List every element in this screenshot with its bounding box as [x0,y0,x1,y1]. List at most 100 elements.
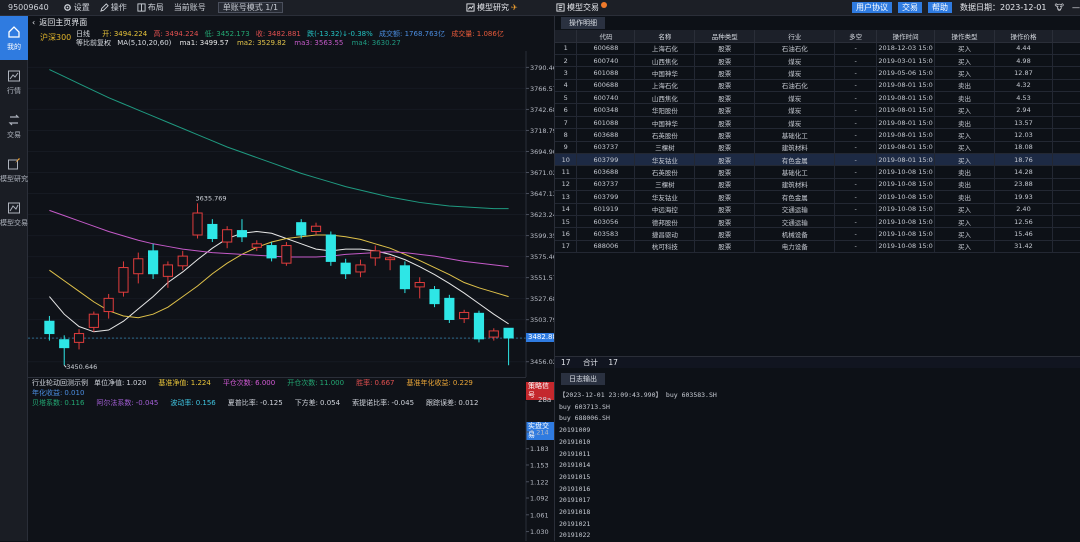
candle[interactable] [44,315,55,341]
home-icon [8,25,20,38]
candle[interactable] [207,219,218,243]
column-header[interactable]: 操作价格 [994,30,1053,43]
table-cell: 13 [555,190,578,204]
column-header[interactable]: 操作类型 [934,30,996,43]
mode-select[interactable]: 单账号模式 1/1 [217,2,284,13]
minimize-icon[interactable]: — [1071,3,1080,12]
layout-menu[interactable]: 布局 [137,2,164,13]
settings-menu[interactable]: 设置 [63,2,90,13]
candle[interactable] [399,261,410,294]
operate-menu[interactable]: 操作 [99,2,127,13]
tab-operation-detail[interactable]: 操作明细 [561,17,605,29]
sidebar-item-model-research[interactable]: 模型研究 [0,148,28,192]
candle[interactable] [281,242,292,266]
table-cell: 4.53 [994,91,1053,105]
candle[interactable] [266,242,277,262]
axis-label: 3575.465 [530,253,554,261]
candle[interactable] [310,222,322,235]
table-row[interactable]: 10 603799 华友钴业 股票 有色金属 -2019-08-01 15:0 买入 18.7… [555,153,1080,167]
ma3-value: ma3: 3563.55 [294,39,344,47]
trade-button[interactable]: 交易 [898,2,922,13]
candlestick-chart[interactable]: 3790.465 3766.576 3742.687 3718.798 3694.909… [28,51,554,377]
candle[interactable] [133,252,144,284]
candle[interactable] [473,310,485,343]
table-cell: 买入 [934,66,996,80]
tab-model-research[interactable]: 模型研究 ✈ [466,2,518,13]
candle[interactable] [459,309,470,323]
table-cell: 2019-08-01 15:0 [876,141,936,155]
back-to-home[interactable]: ‹ 返回主页界面 [28,16,554,29]
candle[interactable] [88,311,99,332]
table-cell: 捷昌驱动 [634,227,696,241]
candle[interactable] [444,294,455,323]
table-cell: 12.03 [994,128,1053,142]
mascot-icon[interactable]: 🐮 [1054,3,1064,12]
table-cell: 卖出 [934,116,996,130]
column-header[interactable]: 操作时间 [876,30,936,43]
stat-value: -0.045 [391,399,415,407]
axis-label: 3623.243 [530,211,554,219]
strategy-signal-tag[interactable]: 策略信号 [526,382,554,400]
table-row[interactable]: 3 601088 中国神华 股票 煤炭 -2019-05-06 15:0 买入 12.87 [555,66,1080,80]
column-header[interactable]: 名称 [634,30,696,43]
table-cell: 基础化工 [754,165,836,179]
candle[interactable] [251,240,262,251]
candle[interactable] [103,293,114,319]
candle[interactable] [162,261,173,288]
column-header[interactable]: 行业 [754,30,836,43]
log-line: 20191016 [559,484,591,493]
candle[interactable] [355,259,366,278]
candle[interactable] [59,335,70,366]
table-row[interactable]: 2 600740 山西焦化 股票 煤炭 -2019-03-01 15:0 买入 4.98 [555,54,1080,68]
candle[interactable] [148,243,159,279]
user-agreement-button[interactable]: 用户协议 [852,2,892,13]
table-row[interactable]: 9 603737 三棵树 股票 建筑材料 -2019-08-01 15:0 买入 18.08 [555,141,1080,155]
table-row[interactable]: 16 603583 捷昌驱动 股票 机械设备 -2019-10-08 15:0 买入 15.4… [555,227,1080,241]
candle[interactable] [414,277,425,299]
table-cell: 18.08 [994,141,1053,155]
candle[interactable] [325,231,336,266]
candle[interactable] [296,219,307,239]
table-row[interactable]: 11 603688 石英股份 股票 基础化工 -2019-10-08 15:0 卖出 14.2… [555,165,1080,179]
candle[interactable] [73,329,85,350]
candle[interactable] [118,261,129,297]
candle[interactable] [385,256,396,271]
candle[interactable] [429,286,440,308]
table-cell: 7 [555,116,578,130]
candle[interactable] [222,226,233,249]
sidebar-item-mine[interactable]: 我的 [0,16,28,60]
column-header[interactable]: 代码 [576,30,636,43]
stat-item: 下方差: 0.054 [295,399,346,407]
sidebar-item-model-trade[interactable]: 模型交易 [0,192,28,236]
candle[interactable] [370,245,381,266]
candle[interactable] [340,258,351,279]
tab-model-trade[interactable]: 模型交易 [556,1,607,13]
stat-label: 波动率: [170,399,194,407]
realtime-trade-tag[interactable]: 实盘交易 [526,422,554,440]
table-row[interactable]: 8 603688 石英股份 股票 基础化工 -2019-08-01 15:0 买入 12.03 [555,128,1080,142]
table-row[interactable]: 14 601919 中远海控 股票 交通运输 -2019-10-08 15:0 买入 2.40 [555,203,1080,216]
account-id: 95009640 [8,3,49,12]
candle[interactable] [177,250,188,271]
candle[interactable] [236,219,248,243]
tab-log-output[interactable]: 日志输出 [561,373,605,385]
table-row[interactable]: 12 603737 三棵树 股票 建筑材料 -2019-10-08 15:0 卖出 23.88 [555,178,1080,192]
candle[interactable] [503,327,514,366]
candle[interactable] [192,203,203,239]
table-row[interactable]: 1 600688 上海石化 股票 石油石化 -2018-12-03 15:0 买入 4.44 [555,42,1080,55]
column-header[interactable] [555,30,578,43]
table-row[interactable]: 17 688006 杭可科技 股票 电力设备 -2019-10-08 15:0 买入 31.4… [555,240,1080,254]
table-row[interactable]: 6 600348 华阳股份 股票 煤炭 -2019-08-01 15:0 买入 2.94 [555,103,1080,117]
help-button[interactable]: 帮助 [928,2,952,13]
table-row[interactable]: 4 600688 上海石化 股票 石油石化 -2019-08-01 15:0 卖出 4.32 [555,79,1080,93]
candle[interactable] [488,328,499,341]
table-cell: 12 [555,178,578,192]
column-header[interactable]: 品种类型 [694,30,756,43]
table-row[interactable]: 7 601088 中国神华 股票 煤炭 -2019-08-01 15:0 卖出 13.57 [555,116,1080,130]
table-row[interactable]: 15 603056 德邦股份 股票 交通运输 -2019-10-08 15:0 买入 12.5… [555,215,1080,229]
sidebar-item-market[interactable]: 行情 [0,60,28,104]
column-header[interactable]: 多空 [834,30,878,43]
table-row[interactable]: 5 600740 山西焦化 股票 煤炭 -2019-08-01 15:0 卖出 4.53 [555,91,1080,105]
sidebar-item-trade[interactable]: 交易 [0,104,28,148]
table-row[interactable]: 13 603799 华友钴业 股票 有色金属 -2019-10-08 15:0 卖出 19.9… [555,190,1080,204]
